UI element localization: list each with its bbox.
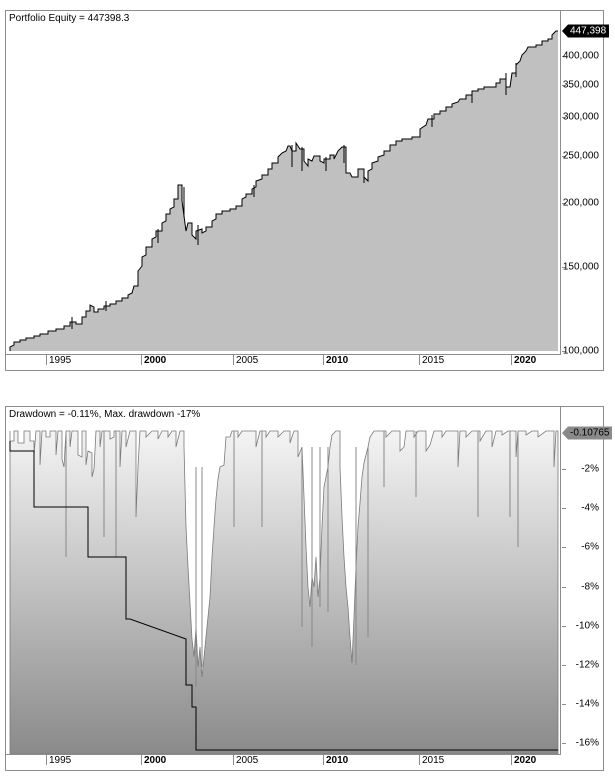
drawdown-curve (9, 430, 559, 754)
x-tick-1995: 1995 (46, 755, 71, 766)
y-tick-250000: 250,000 (562, 150, 599, 162)
equity-title: Portfolio Equity = 447398.3 (9, 13, 130, 24)
equity-x-axis: 1995 2000 2005 2010 2015 2020 (6, 354, 561, 371)
y-tick-minus-2: -2% (581, 463, 599, 475)
drawdown-panel: Drawdown = -0.11%, Max. drawdown -17% (5, 406, 613, 771)
x-tick-2005: 2005 (233, 755, 258, 766)
y-tickmark (562, 704, 566, 705)
y-tick-minus-4: -4% (581, 502, 599, 514)
equity-panel: Portfolio Equity = 447398.3 1995 2000 20… (5, 10, 610, 371)
equity-curve (9, 30, 558, 351)
x-tick-2020: 2020 (511, 755, 536, 766)
equity-plot-area[interactable] (6, 11, 561, 354)
y-tick-minus-12: -12% (575, 659, 599, 671)
equity-area (10, 31, 558, 351)
x-tick-2015: 2015 (419, 755, 444, 766)
y-tickmark (562, 547, 566, 548)
x-tick-2020: 2020 (511, 355, 536, 366)
y-tickmark (562, 267, 566, 268)
y-tickmark (562, 587, 566, 588)
x-tick-2010: 2010 (323, 355, 348, 366)
x-tick-1995: 1995 (46, 355, 71, 366)
y-tick-100000: 100,000 (562, 345, 599, 357)
x-tick-2000: 2000 (141, 355, 166, 366)
equity-spikes (71, 63, 517, 329)
y-tickmark (562, 203, 566, 204)
equity-line (9, 30, 558, 351)
y-tickmark (562, 117, 566, 118)
y-tickmark (562, 626, 566, 627)
drawdown-area (9, 430, 559, 754)
equity-last-value-tag: 447,398 (562, 24, 610, 38)
y-tick-300000: 300,000 (562, 111, 599, 123)
y-tickmark (562, 85, 566, 86)
y-tickmark (562, 743, 566, 744)
y-tick-200000: 200,000 (562, 197, 599, 209)
y-tick-minus-8: -8% (581, 581, 599, 593)
x-tick-2000: 2000 (141, 755, 166, 766)
x-tick-2015: 2015 (419, 355, 444, 366)
y-tick-350000: 350,000 (562, 79, 599, 91)
y-tickmark (562, 56, 566, 57)
y-tick-minus-14: -14% (575, 698, 599, 710)
y-tickmark (562, 351, 566, 352)
drawdown-title: Drawdown = -0.11%, Max. drawdown -17% (9, 409, 201, 420)
y-tick-400000: 400,000 (562, 50, 599, 62)
drawdown-x-axis: 1995 2000 2005 2010 2015 2020 (6, 754, 561, 771)
y-tick-minus-10: -10% (575, 620, 599, 632)
y-tick-150000: 150,000 (562, 261, 599, 273)
y-tickmark (562, 156, 566, 157)
x-tick-2010: 2010 (323, 755, 348, 766)
y-tickmark (562, 469, 566, 470)
drawdown-last-value-tag: -0.10765 (562, 426, 613, 440)
y-tickmark (562, 508, 566, 509)
x-tick-2005: 2005 (233, 355, 258, 366)
y-tick-minus-16: -16% (575, 737, 599, 749)
drawdown-plot-area[interactable] (6, 407, 561, 754)
y-tickmark (562, 665, 566, 666)
drawdown-spikes (65, 431, 519, 687)
y-tick-minus-6: -6% (581, 541, 599, 553)
max-drawdown-line (9, 441, 558, 751)
